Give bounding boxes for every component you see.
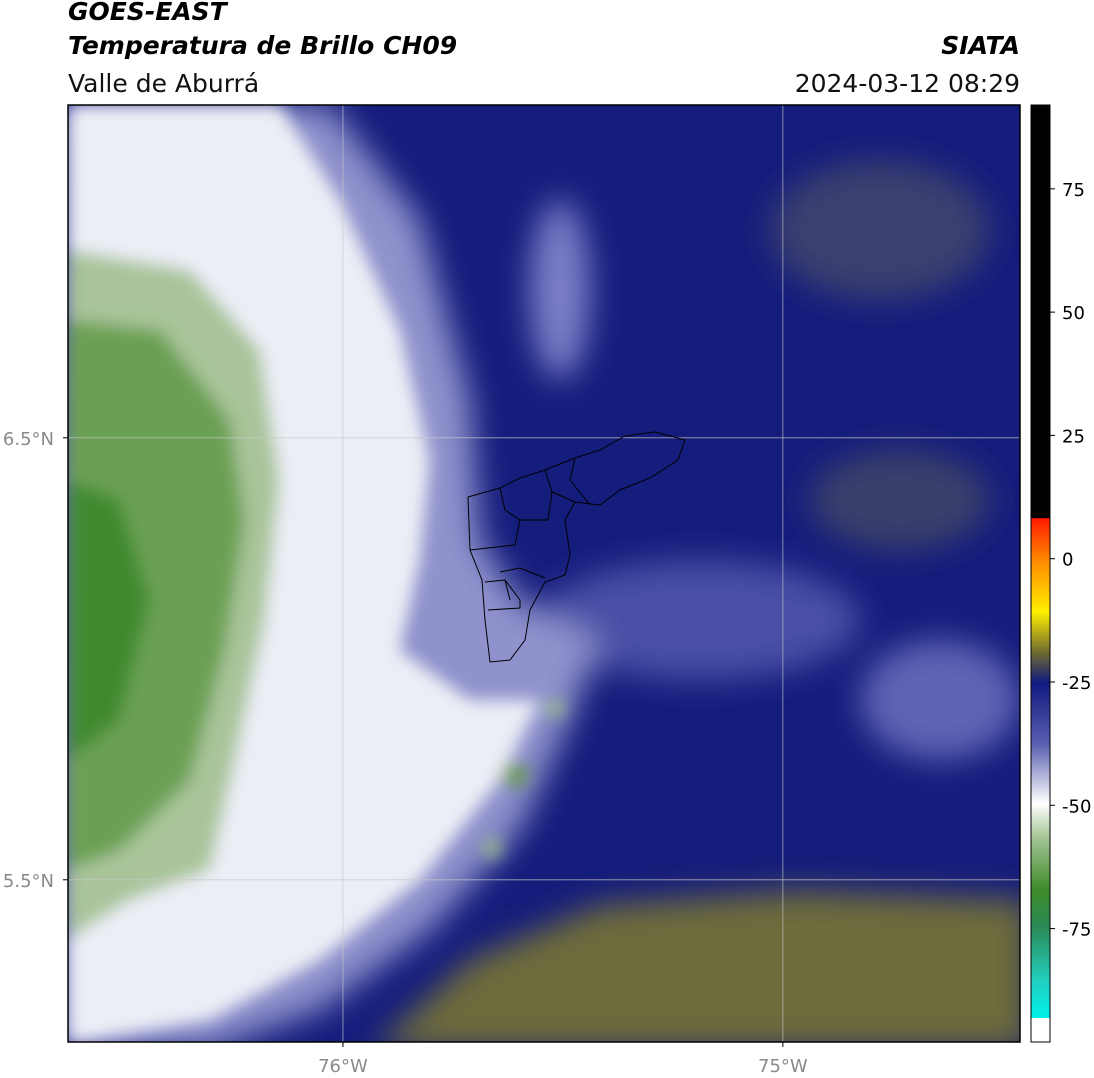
axes: 76°W 75°W 6.5°N 5.5°N: [3, 429, 808, 1077]
source: SIATA: [941, 31, 1020, 60]
x-tick-label: 76°W: [318, 1056, 368, 1077]
colorbar-frame: [1030, 104, 1051, 1043]
colorbar-extend: [1031, 1018, 1050, 1042]
colorbar-tick-label: 0: [1062, 550, 1073, 571]
colorbar-tick-label: -25: [1062, 673, 1091, 694]
timestamp: 2024-03-12 08:29: [795, 69, 1020, 98]
x-tick-label: 75°W: [758, 1056, 808, 1077]
colorbar-ticks: 75 50 25 0 -25 -50 -75: [1050, 180, 1091, 941]
map-frame: [67, 104, 1021, 1043]
colorbar-tick-label: 25: [1062, 426, 1085, 447]
colorbar-tick-label: -75: [1062, 920, 1091, 941]
y-tick-label: 5.5°N: [3, 871, 54, 892]
colorbar-tick-label: -50: [1062, 796, 1091, 817]
colorbar-tick-label: 75: [1062, 180, 1085, 201]
municipality-boundaries: [467, 431, 686, 663]
title: GOES-EAST: [68, 0, 229, 26]
boundary: [469, 457, 591, 611]
map-image: [68, 105, 1020, 1042]
colorbar: [1031, 105, 1050, 1018]
subtitle: Temperatura de Brillo CH09: [68, 31, 457, 60]
boundary: [467, 431, 686, 663]
region: Valle de Aburrá: [68, 69, 259, 98]
y-tick-label: 6.5°N: [3, 429, 54, 450]
graticule: [68, 105, 1020, 1042]
colorbar-tick-label: 50: [1062, 303, 1085, 324]
